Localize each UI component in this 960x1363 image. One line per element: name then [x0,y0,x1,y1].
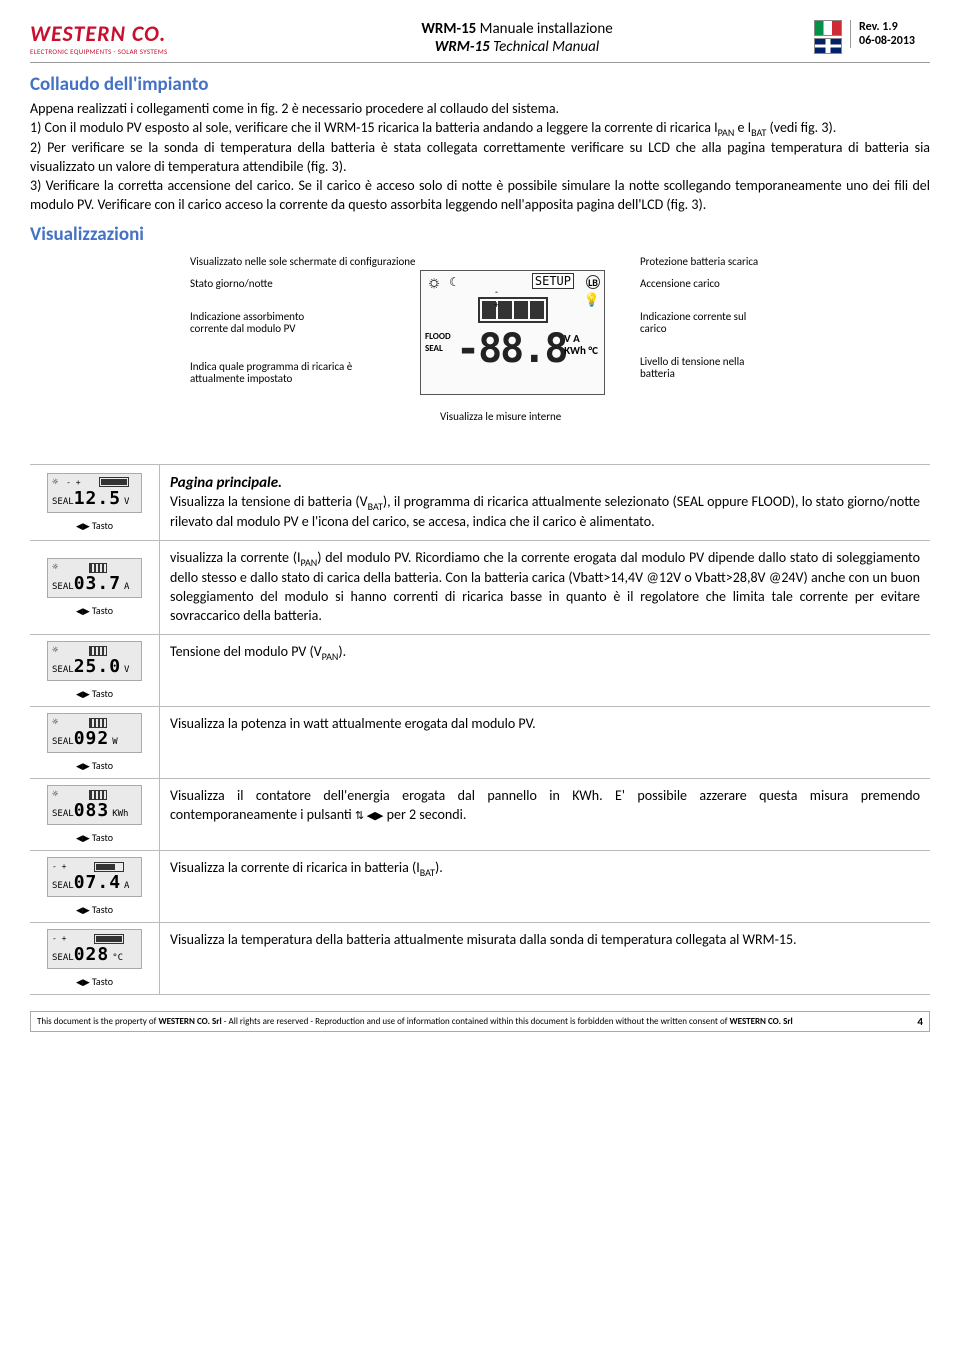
lcd-flood: FLOOD [425,331,451,342]
diagram-label: Visualizzato nelle sole schermate di con… [190,256,416,269]
row-description: Visualizza la temperatura della batteria… [160,923,930,994]
section-body-collaudo: Appena realizzati i collegamenti come in… [30,100,930,215]
diagram-label: Indicazione corrente sul carico [640,311,770,336]
header-right: Rev. 1.9 06-08-2013 [814,20,930,54]
row-lcd-cell: - +SEAL 028°C Tasto [30,923,160,994]
mini-lcd: ☼ - +SEAL 12.5V [47,473,142,513]
diagram-label: Visualizza le misure interne [440,411,561,424]
revision-date: 06-08-2013 [859,34,930,48]
row-lcd-cell: ☼ - +SEAL 12.5V Tasto [30,465,160,540]
lcd-display: ☼ ☾ SETUP LB 💡 FLOOD SEAL -88.8 V AKWh °… [420,270,605,395]
header-titles: WRM-15 Manuale installazione WRM-15 Tech… [220,20,814,56]
tasto-label: Tasto [76,604,113,617]
row-description: Visualizza il contatore dell'energia ero… [160,779,930,850]
page-footer: This document is the property of WESTERN… [30,1011,930,1032]
mini-lcd: ☼ SEAL 092W [47,713,142,753]
table-row: ☼ SEAL 092W Tasto Visualizza la potenza in… [30,706,930,778]
diagram-label: Livello di tensione nella batteria [640,356,770,381]
logo-brand: WESTERN CO. [30,20,220,47]
row-lcd-cell: ☼ SEAL 083KWh Tasto [30,779,160,850]
visualization-table: ☼ - +SEAL 12.5V Tasto Pagina principale.Vi… [30,464,930,995]
lcd-digits: -88.8 [456,326,566,372]
table-row: ☼ SEAL 083KWh Tasto Visualizza il contator… [30,778,930,850]
diagram-label: Accensione carico [640,278,720,291]
logo-tagline: ELECTRONIC EQUIPMENTS - SOLAR SYSTEMS [30,47,220,56]
row-description: Pagina principale.Visualizza la tensione… [160,465,930,540]
table-row: ☼ - +SEAL 12.5V Tasto Pagina principale.Vi… [30,464,930,540]
row-lcd-cell: ☼ SEAL 25.0V Tasto [30,635,160,706]
flag-uk-icon [814,38,842,54]
table-row: - +SEAL 07.4A Tasto Visualizza la corrente… [30,850,930,922]
sun-icon: ☼ [429,275,439,292]
tasto-label: Tasto [76,687,113,700]
diagram-label: Indica quale programma di ricarica è att… [190,361,370,386]
revision-box: Rev. 1.9 06-08-2013 [850,20,930,48]
lcd-units: V AKWh °C [564,333,598,357]
row-lcd-cell: ☼ SEAL 03.7A Tasto [30,541,160,634]
diagram-label: Protezione batteria scarica [640,256,758,269]
lcd-seal: SEAL [425,343,443,354]
flag-italy-icon [814,20,842,36]
row-lcd-cell: - +SEAL 07.4A Tasto [30,851,160,922]
header-title-1: WRM-15 Manuale installazione [220,20,814,38]
lcd-diagram: Visualizzato nelle sole schermate di con… [30,256,930,446]
section-title-collaudo: Collaudo dell'impianto [30,73,930,96]
tasto-label: Tasto [76,975,113,988]
header-title-2: WRM-15 Technical Manual [220,38,814,56]
bulb-icon: 💡 [584,293,600,308]
row-description: Visualizza la corrente di ricarica in ba… [160,851,930,922]
revision: Rev. 1.9 [859,20,930,34]
tasto-label: Tasto [76,519,113,532]
row-description: Tensione del modulo PV (VPAN). [160,635,930,706]
mini-lcd: ☼ SEAL 25.0V [47,641,142,681]
mini-lcd: ☼ SEAL 03.7A [47,558,142,598]
mini-lcd: - +SEAL 07.4A [47,857,142,897]
tasto-label: Tasto [76,831,113,844]
tasto-label: Tasto [76,759,113,772]
logo: WESTERN CO. ELECTRONIC EQUIPMENTS - SOLA… [30,20,220,56]
lb-icon: LB [586,275,600,289]
battery-icon [478,297,548,323]
row-lcd-cell: ☼ SEAL 092W Tasto [30,707,160,778]
page-number: 4 [917,1015,923,1028]
page-header: WESTERN CO. ELECTRONIC EQUIPMENTS - SOLA… [30,20,930,63]
table-row: ☼ SEAL 03.7A Tasto visualizza la corrente … [30,540,930,634]
diagram-label: Stato giorno/notte [190,278,273,291]
moon-icon: ☾ [449,275,460,290]
section-title-visual: Visualizzazioni [30,223,930,246]
mini-lcd: ☼ SEAL 083KWh [47,785,142,825]
row-description: visualizza la corrente (IPAN) del modulo… [160,541,930,634]
table-row: ☼ SEAL 25.0V Tasto Tensione del modulo PV … [30,634,930,706]
flags [814,20,842,54]
tasto-label: Tasto [76,903,113,916]
table-row: - +SEAL 028°C Tasto Visualizza la temperat… [30,922,930,995]
mini-lcd: - +SEAL 028°C [47,929,142,969]
row-description: Visualizza la potenza in watt attualment… [160,707,930,778]
footer-text: This document is the property of WESTERN… [37,1016,793,1027]
diagram-label: Indicazione assorbimento corrente dal mo… [190,311,340,336]
